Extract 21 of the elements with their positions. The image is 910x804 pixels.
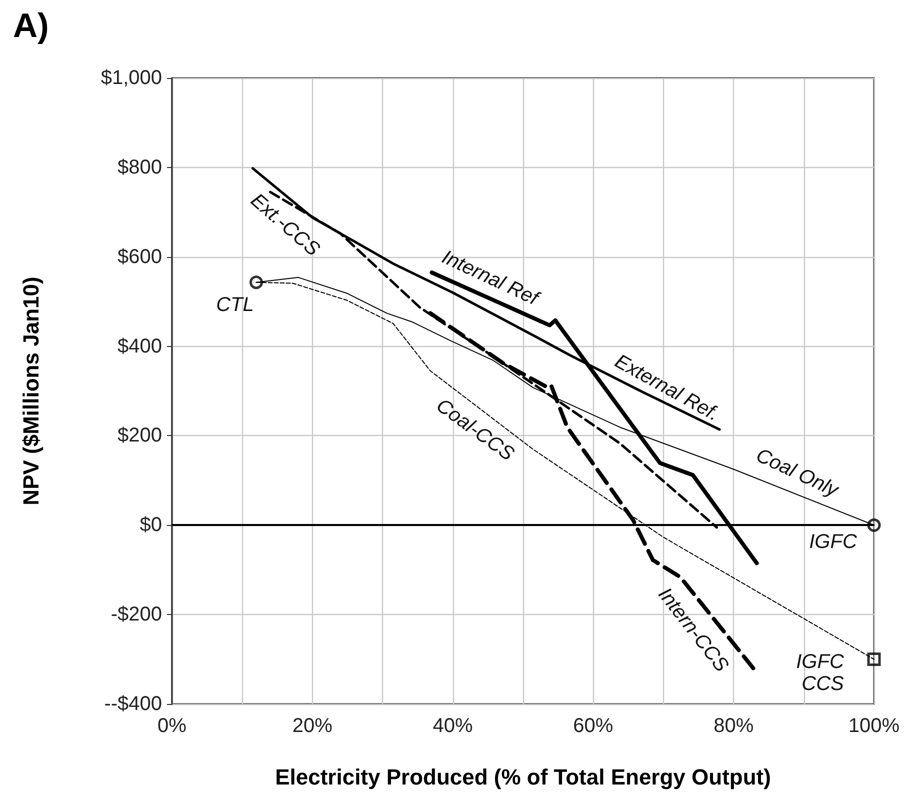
y-tick-label: $1,000 bbox=[100, 67, 162, 89]
y-tick-label: $200 bbox=[118, 424, 162, 447]
annotation: Coal Only bbox=[752, 444, 842, 502]
x-tick-label: 80% bbox=[714, 715, 754, 737]
y-tick-label: $400 bbox=[118, 335, 162, 358]
x-tick-label: 20% bbox=[292, 715, 333, 737]
y-tick-label: $600 bbox=[118, 246, 162, 268]
x-tick-label: 60% bbox=[573, 715, 614, 737]
y-tick-label: --$400 bbox=[104, 693, 162, 715]
x-tick-label: 0% bbox=[158, 715, 187, 737]
y-tick-label: $0 bbox=[140, 514, 162, 536]
x-tick-label: 100% bbox=[848, 715, 900, 737]
y-axis-title: NPV ($Millions Jan10) bbox=[18, 276, 44, 506]
annotation: IGFC bbox=[809, 531, 858, 553]
x-tick-label: 40% bbox=[432, 715, 474, 737]
x-axis-title: Electricity Produced (% of Total Energy Output) bbox=[275, 764, 771, 790]
annotation: IGFC CCS bbox=[796, 651, 845, 695]
chart-title: A) bbox=[13, 7, 49, 45]
y-tick-label: $800 bbox=[118, 156, 162, 178]
annotation: CTL bbox=[216, 294, 254, 316]
y-tick-label: -$200 bbox=[110, 604, 162, 626]
